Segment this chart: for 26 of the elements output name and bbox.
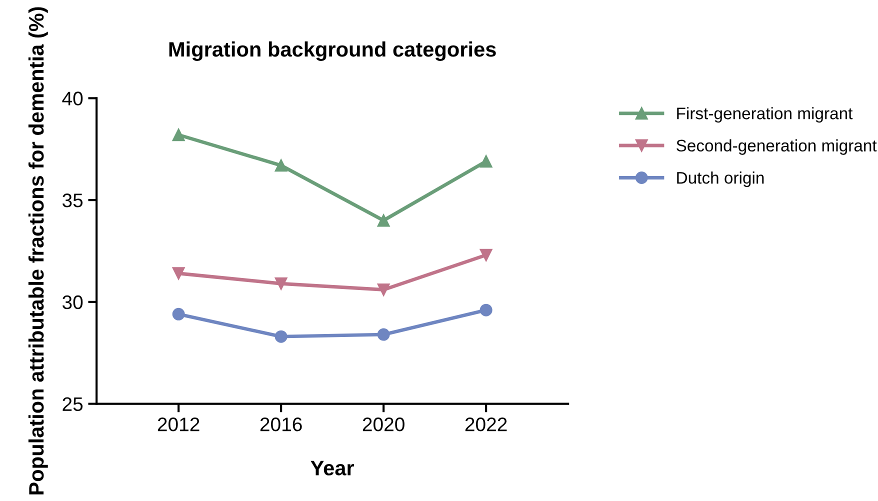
point: [274, 159, 288, 172]
legend-label: First-generation migrant: [677, 107, 853, 123]
point: [480, 248, 492, 262]
point: [480, 304, 492, 316]
point: [172, 128, 185, 142]
legend-label: Second-generation migrant: [676, 139, 877, 155]
x-tick-label: 2020: [362, 418, 404, 432]
point: [274, 330, 288, 343]
point: [377, 283, 390, 296]
x-tick-label: 2022: [465, 418, 507, 432]
point: [480, 155, 492, 168]
y-tick-label: 40: [62, 92, 83, 106]
x-tick-label: 2012: [158, 418, 200, 432]
y-tick-label: 25: [62, 397, 83, 412]
y-tick-label: 30: [62, 295, 83, 310]
point: [172, 267, 185, 280]
legend-label: Dutch origin: [677, 171, 764, 188]
point: [377, 214, 390, 227]
x-axis-title: Year: [310, 460, 354, 476]
point: [274, 277, 288, 290]
point: [172, 308, 185, 320]
x-tick-label: 2016: [260, 418, 302, 432]
y-axis-title: Population attributable fractions for dementia (%): [28, 7, 48, 494]
chart-title: Migration background categories: [169, 41, 496, 61]
y-tick-label: 35: [62, 194, 83, 208]
point: [377, 328, 390, 341]
